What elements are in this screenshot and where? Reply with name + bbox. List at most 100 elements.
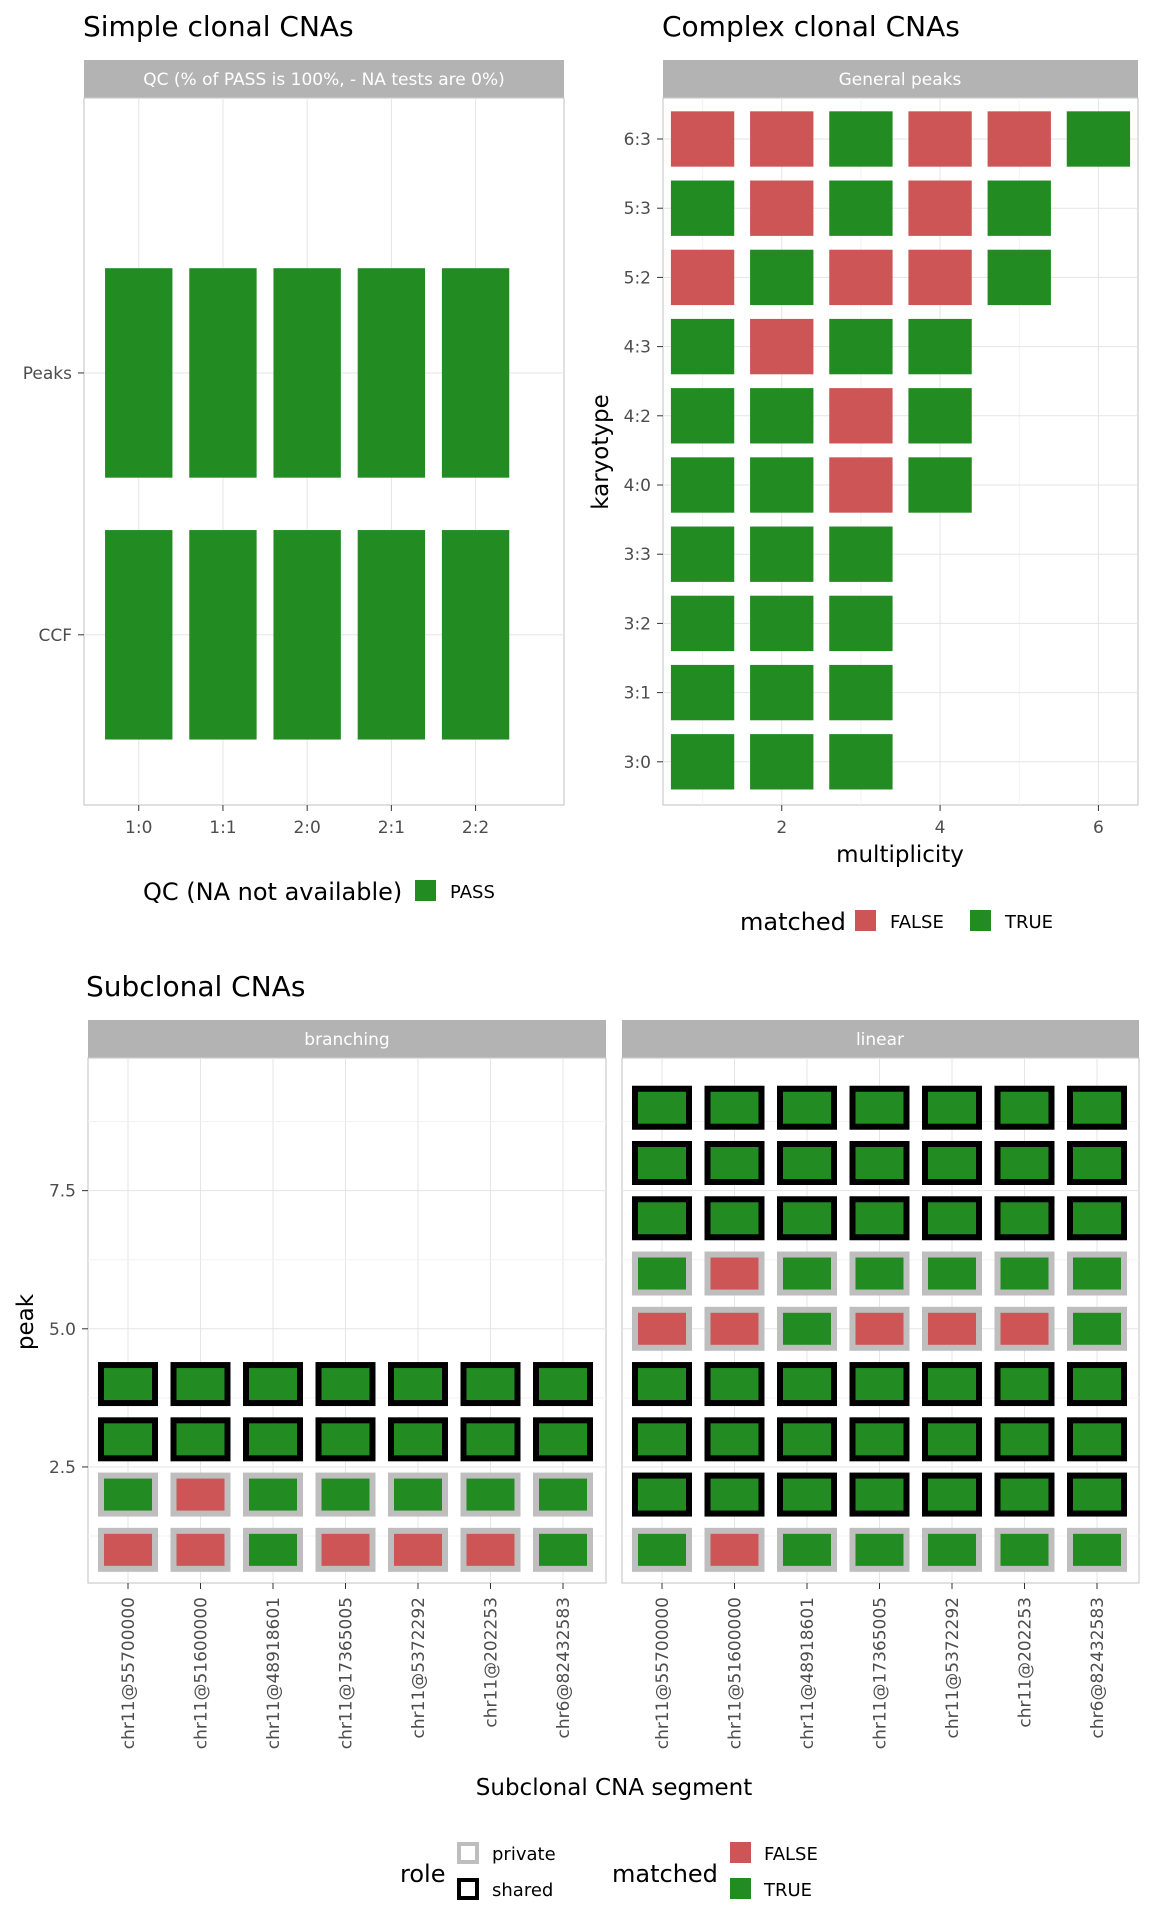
complex-y-axis-title: karyotype [588, 394, 614, 510]
linear-tile-peak4-chr11@17365005 [855, 1368, 904, 1401]
complex-x-tick-label: 6 [1093, 818, 1104, 838]
subclonal-x-axis-title: Subclonal CNA segment [476, 1775, 752, 1801]
simple-x-ticks: 1:0 1:1 2:0 2:1 2:2 [78, 372, 489, 838]
linear-tile-peak6-chr11@48918601 [783, 1257, 831, 1290]
linear-tile-peak8-chr11@17365005 [855, 1147, 904, 1179]
complex-tile-5:3-m1 [670, 180, 735, 236]
branching-tile-peak1-chr11@5372292 [394, 1533, 442, 1566]
complex-y-tick-label: 4:3 [624, 338, 651, 358]
sub-matched-legend-false-label: FALSE [764, 1844, 818, 1865]
linear-tile-peak5-chr11@5372292 [928, 1312, 976, 1345]
branching-tile-peak1-chr11@17365005 [321, 1533, 370, 1566]
linear-tile-peak9-chr6@82432583 [1073, 1091, 1121, 1124]
linear-tile-peak2-chr11@202253 [1000, 1478, 1049, 1511]
linear-x-tick-label: chr11@5372292 [943, 1597, 963, 1738]
linear-tile-peak7-chr11@202253 [1000, 1202, 1049, 1235]
linear-tile-peak8-chr11@5372292 [928, 1147, 976, 1179]
simple-tile-peaks-2:1 [357, 268, 426, 478]
complex-y-tick-label: 3:1 [624, 684, 651, 704]
complex-tile-3:0-m2 [750, 734, 814, 790]
branching-x-tick-label: chr11@55700000 [119, 1597, 139, 1749]
simple-x-tick-label: 2:2 [462, 818, 489, 838]
linear-x-tick-label: chr11@55700000 [653, 1597, 673, 1749]
linear-tile-peak9-chr11@5372292 [928, 1091, 976, 1124]
branching-tile-peak4-chr6@82432583 [539, 1368, 587, 1401]
complex-tile-3:2-m1 [670, 595, 735, 652]
linear-tile-peak3-chr11@55700000 [638, 1423, 686, 1456]
linear-tile-peak5-chr11@17365005 [855, 1312, 904, 1345]
simple-tile-peaks-2:0 [273, 268, 341, 478]
linear-tile-peak7-chr11@17365005 [855, 1202, 904, 1235]
complex-tile-4:2-m2 [750, 388, 814, 444]
branching-tile-peak2-chr11@5372292 [394, 1478, 442, 1511]
branching-strip-label: branching [304, 1030, 389, 1050]
linear-tile-peak6-chr6@82432583 [1073, 1257, 1121, 1290]
complex-tile-5:3-m2 [750, 180, 814, 236]
complex-tile-3:0-m1 [670, 734, 735, 790]
complex-tile-4:0-m1 [670, 457, 735, 513]
subclonal-y-tick-label: 7.5 [49, 1182, 76, 1202]
simple-strip-label: QC (% of PASS is 100%, - NA tests are 0%… [143, 70, 505, 90]
complex-tile-4:3-m3 [829, 318, 893, 375]
matched-legend-false-key [855, 910, 876, 931]
complex-y-tick-label: 4:0 [624, 476, 651, 496]
linear-x-tick-label: chr11@202253 [1016, 1597, 1036, 1728]
subclonal-y-axis-title: peak [13, 1293, 39, 1350]
linear-tile-peak4-chr11@51600000 [710, 1368, 759, 1401]
complex-tile-6:3-m3 [829, 111, 893, 167]
linear-tile-peak1-chr11@48918601 [783, 1533, 831, 1566]
linear-tile-peak6-chr11@17365005 [855, 1257, 904, 1290]
complex-tile-3:1-m3 [829, 664, 893, 721]
linear-tile-peak3-chr11@17365005 [855, 1423, 904, 1456]
branching-tile-peak4-chr11@5372292 [394, 1368, 442, 1401]
linear-tile-peak2-chr11@48918601 [783, 1478, 831, 1511]
linear-tile-peak8-chr11@51600000 [710, 1147, 759, 1179]
linear-tile-peak9-chr11@48918601 [783, 1091, 831, 1124]
complex-tile-6:3-m6 [1066, 111, 1131, 167]
branching-tile-peak2-chr6@82432583 [539, 1478, 587, 1511]
simple-clonal-cnas: Simple clonal CNAs QC (% of PASS is 100%… [23, 10, 565, 906]
complex-title: Complex clonal CNAs [662, 10, 960, 43]
complex-y-tick-label: 4:2 [624, 407, 651, 427]
branching-tile-peak3-chr11@5372292 [394, 1423, 442, 1456]
simple-x-tick-label: 2:1 [378, 818, 405, 838]
role-legend-title: role [400, 1860, 445, 1888]
complex-tile-4:0-m3 [829, 457, 893, 513]
linear-tile-peak6-chr11@5372292 [928, 1257, 976, 1290]
matched-legend-true-label: TRUE [1004, 912, 1053, 933]
linear-tile-peak4-chr11@5372292 [928, 1368, 976, 1401]
complex-panel [662, 97, 1139, 806]
linear-tile-peak8-chr11@55700000 [638, 1147, 686, 1179]
linear-tile-peak7-chr11@55700000 [638, 1202, 686, 1235]
simple-tile-peaks-2:2 [441, 268, 510, 478]
linear-tile-peak1-chr11@202253 [1000, 1533, 1049, 1566]
complex-tile-6:3-m1 [670, 111, 735, 167]
complex-y-tick-label: 5:2 [624, 268, 651, 288]
complex-tile-3:2-m3 [829, 595, 893, 652]
linear-x-tick-label: chr11@48918601 [798, 1597, 818, 1749]
branching-x-tick-label: chr11@202253 [482, 1597, 502, 1728]
linear-tile-peak5-chr11@51600000 [710, 1312, 759, 1345]
linear-tile-peak2-chr6@82432583 [1073, 1478, 1121, 1511]
branching-tile-peak2-chr11@48918601 [249, 1478, 297, 1511]
complex-strip [663, 60, 1138, 98]
linear-tile-peak1-chr11@51600000 [710, 1533, 759, 1566]
linear-tile-peak9-chr11@17365005 [855, 1091, 904, 1124]
linear-tile-peak4-chr6@82432583 [1073, 1368, 1121, 1401]
branching-strip [88, 1020, 606, 1058]
complex-tile-4:2-m4 [908, 388, 972, 444]
linear-tile-peak9-chr11@55700000 [638, 1091, 686, 1124]
complex-y-tick-label: 3:2 [624, 614, 651, 634]
branching-x-tick-label: chr11@51600000 [192, 1597, 212, 1749]
branching-tile-peak1-chr11@48918601 [249, 1533, 297, 1566]
linear-tile-peak4-chr11@55700000 [638, 1368, 686, 1401]
complex-tile-6:3-m4 [908, 111, 972, 167]
branching-tile-peak3-chr11@202253 [466, 1423, 515, 1456]
linear-strip [622, 1020, 1139, 1058]
simple-tiles [105, 268, 510, 740]
branching-tile-peak4-chr11@48918601 [249, 1368, 297, 1401]
branching-tile-peak3-chr11@48918601 [249, 1423, 297, 1456]
sub-matched-legend-true-label: TRUE [763, 1880, 812, 1901]
complex-y-tick-label: 5:3 [624, 199, 651, 219]
